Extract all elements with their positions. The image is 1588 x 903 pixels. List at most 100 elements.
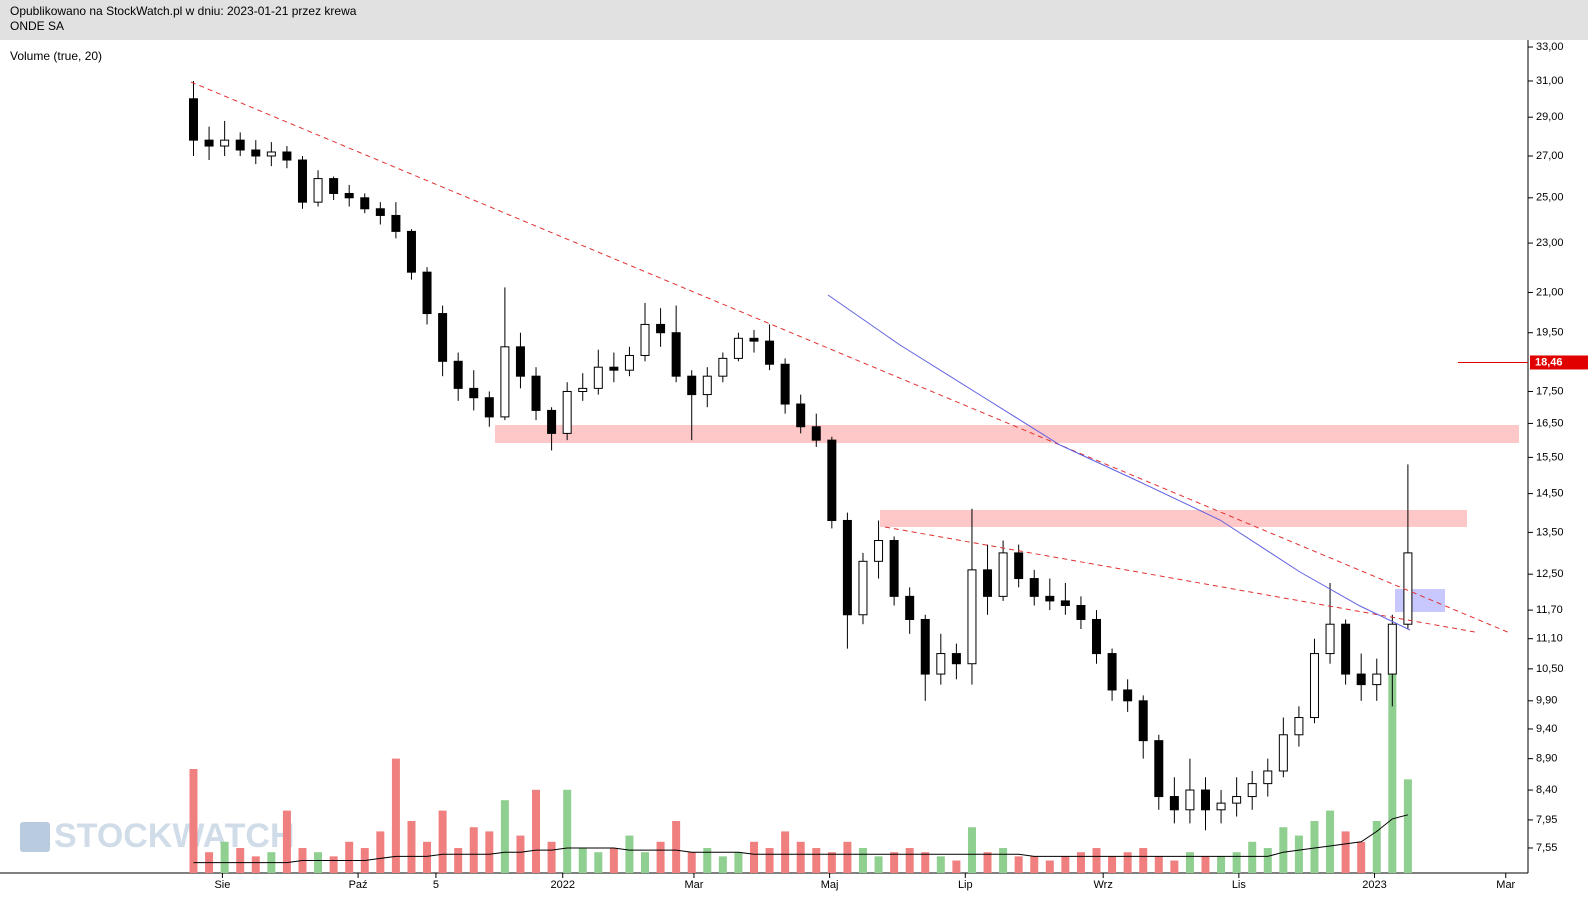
candle-body <box>1341 623 1351 675</box>
volume-bar <box>1185 852 1194 873</box>
candle-body <box>375 208 385 216</box>
last-price-box <box>1530 355 1588 370</box>
volume-ma-line <box>193 814 1409 864</box>
candle-body <box>1247 783 1257 798</box>
volume-bar <box>220 841 229 873</box>
candle-body <box>1076 604 1086 620</box>
x-tick-label: Mar <box>684 879 703 891</box>
candle-body <box>796 403 806 428</box>
candle-body <box>297 159 307 203</box>
volume-bar <box>1403 779 1412 873</box>
candle-body <box>1138 700 1148 742</box>
candle-body <box>1372 673 1382 686</box>
volume-bar <box>718 856 727 873</box>
y-tick-label: 11,10 <box>1536 633 1563 645</box>
moving-average-line <box>827 294 1411 631</box>
candle-body <box>1216 802 1226 811</box>
volume-bar <box>1139 848 1148 873</box>
volume-bar <box>282 810 291 873</box>
candle-body <box>702 375 712 396</box>
volume-bar <box>1341 831 1350 873</box>
volume-bar <box>796 841 805 873</box>
volume-bar <box>1263 848 1272 873</box>
volume-bar <box>641 852 650 873</box>
candle-body <box>1029 578 1039 597</box>
candle-body <box>1294 717 1304 736</box>
y-tick-label: 16,50 <box>1536 417 1564 429</box>
header-published: Opublikowano na StockWatch.pl w dniu: 20… <box>10 4 357 18</box>
volume-bar <box>983 852 992 873</box>
candle-body <box>1403 552 1413 625</box>
candle-body <box>842 519 852 616</box>
header-band <box>0 0 1588 40</box>
volume-bar <box>967 827 976 873</box>
candle-body <box>1356 673 1366 686</box>
candle-body <box>983 569 993 597</box>
volume-bar <box>329 856 338 873</box>
candle-body <box>1185 789 1195 811</box>
candle-body <box>406 230 416 273</box>
candle-body <box>1232 796 1242 804</box>
volume-bar <box>905 848 914 873</box>
y-tick-label: 19,50 <box>1536 327 1564 339</box>
x-tick-label: 2023 <box>1362 879 1386 891</box>
candle-body <box>1060 600 1070 606</box>
volume-bar <box>547 841 556 873</box>
volume-bar <box>391 758 400 873</box>
x-tick-label: Lis <box>1232 879 1247 891</box>
volume-bar <box>687 852 696 873</box>
candle-body <box>1107 653 1117 691</box>
trend-line <box>190 81 1511 634</box>
volume-bar <box>1170 860 1179 873</box>
volume-bar <box>749 841 758 873</box>
volume-bar <box>812 848 821 873</box>
volume-bar <box>1217 856 1226 873</box>
volume-bar <box>236 848 245 873</box>
volume-bar <box>936 856 945 873</box>
y-tick-label: 9,90 <box>1536 695 1557 707</box>
volume-bar <box>1388 665 1397 873</box>
resistance-zone <box>880 510 1467 527</box>
volume-bar <box>656 841 665 873</box>
watermark-icon <box>20 822 50 852</box>
candle-body <box>1092 618 1102 655</box>
candle-body <box>967 569 977 665</box>
candle-body <box>360 197 370 210</box>
volume-bar <box>376 831 385 873</box>
candle-body <box>515 346 525 377</box>
volume-bar <box>952 860 961 873</box>
candle-body <box>780 363 790 405</box>
candle-body <box>1045 595 1055 602</box>
y-tick-label: 29,00 <box>1536 111 1564 123</box>
x-tick-label: Maj <box>821 879 839 891</box>
y-tick-label: 33,00 <box>1536 41 1564 53</box>
candle-body <box>889 540 899 597</box>
candle-body <box>811 426 821 441</box>
candle-body <box>391 214 401 232</box>
candle-body <box>656 323 666 334</box>
candle-body <box>251 149 261 157</box>
candle-body <box>562 390 572 434</box>
y-tick-label: 27,00 <box>1536 150 1564 162</box>
volume-bar <box>1154 856 1163 873</box>
volume-bar <box>1310 821 1319 873</box>
volume-bar <box>921 852 930 873</box>
candle-body <box>998 552 1008 597</box>
candle-body <box>951 653 961 665</box>
y-tick-label: 7,55 <box>1536 842 1557 854</box>
candle-body <box>344 192 354 199</box>
candle-body <box>1387 623 1397 675</box>
volume-bar <box>999 848 1008 873</box>
candle-body <box>765 340 775 365</box>
candle-body <box>235 139 245 151</box>
y-tick-label: 8,40 <box>1536 784 1557 796</box>
x-tick-label: Mar <box>1496 879 1515 891</box>
candle-body <box>624 354 634 371</box>
volume-bar <box>1076 852 1085 873</box>
candle-body <box>204 139 214 147</box>
volume-bar <box>407 821 416 873</box>
candle-body <box>858 560 868 616</box>
candle-body <box>1169 796 1179 811</box>
candle-body <box>1123 689 1133 702</box>
